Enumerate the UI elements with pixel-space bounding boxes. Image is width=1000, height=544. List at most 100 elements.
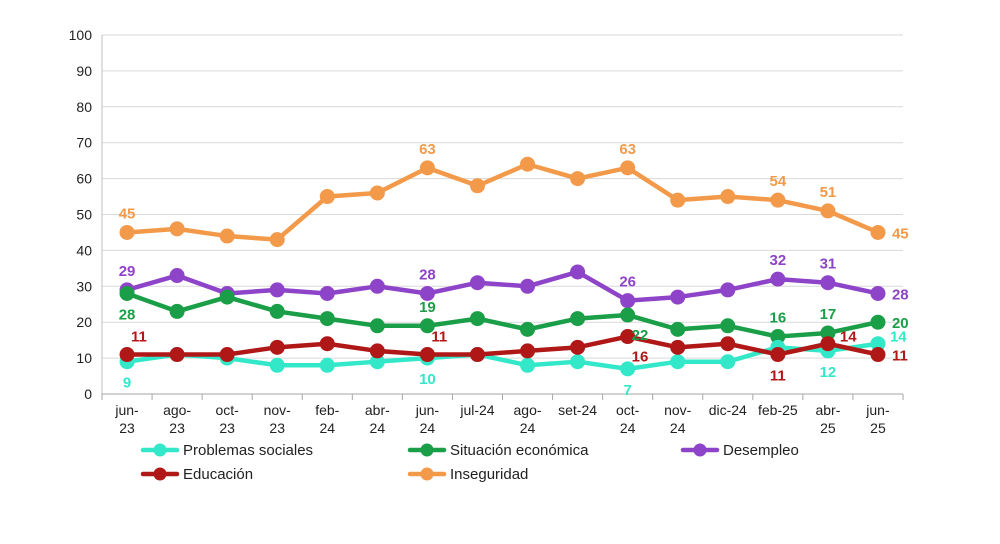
data-label-educacion: 11 <box>892 348 908 365</box>
data-point-educacion <box>820 336 836 352</box>
data-point-problemas-sociales <box>269 357 285 373</box>
x-tick-label: dic-24 <box>709 402 747 418</box>
data-point-inseguridad <box>620 160 636 176</box>
data-label-desempleo: 31 <box>820 256 837 273</box>
y-tick-label: 30 <box>76 278 92 294</box>
data-label-problemas-sociales: 12 <box>820 364 837 381</box>
y-tick-label: 60 <box>76 171 92 187</box>
y-tick-label: 80 <box>76 99 92 115</box>
data-point-inseguridad <box>570 171 586 187</box>
x-tick-label-line2: 25 <box>870 420 886 436</box>
x-tick-label-line2: 25 <box>820 420 836 436</box>
y-tick-label: 10 <box>76 350 92 366</box>
y-tick-label: 90 <box>76 63 92 79</box>
data-label-educacion: 11 <box>131 329 147 346</box>
data-label-educacion: 16 <box>632 349 649 366</box>
data-point-inseguridad <box>770 192 786 208</box>
data-point-situacion-economica <box>570 311 586 327</box>
y-tick-label: 70 <box>76 135 92 151</box>
data-point-desempleo <box>169 268 185 284</box>
data-point-situacion-economica <box>119 285 135 301</box>
x-tick-label-line2: 24 <box>670 420 686 436</box>
data-point-educacion <box>369 343 385 359</box>
legend-marker-problemas-sociales <box>153 443 167 457</box>
data-point-inseguridad <box>369 185 385 201</box>
data-point-situacion-economica <box>670 321 686 337</box>
data-point-desempleo <box>319 285 335 301</box>
data-point-situacion-economica <box>319 311 335 327</box>
legend-marker-situacion-economica <box>420 443 434 457</box>
data-point-desempleo <box>820 275 836 291</box>
data-point-inseguridad <box>169 221 185 237</box>
data-label-inseguridad: 51 <box>820 184 837 201</box>
data-label-inseguridad: 63 <box>619 141 636 158</box>
data-point-situacion-economica <box>219 289 235 305</box>
y-tick-label: 0 <box>84 386 92 402</box>
data-label-inseguridad: 63 <box>419 141 436 158</box>
data-point-educacion <box>870 347 886 363</box>
data-point-situacion-economica <box>770 329 786 345</box>
series-line-desempleo <box>124 269 881 303</box>
data-point-educacion <box>469 347 485 363</box>
data-point-inseguridad <box>520 156 536 172</box>
legend-label-situacion-economica: Situación económica <box>450 442 589 459</box>
data-label-situacion-economica: 20 <box>892 315 909 332</box>
data-point-desempleo <box>520 278 536 294</box>
data-point-situacion-economica <box>720 318 736 334</box>
data-label-educacion: 14 <box>840 329 857 346</box>
data-point-educacion <box>269 339 285 355</box>
x-tick-label-line2: 23 <box>219 420 235 436</box>
y-tick-label: 20 <box>76 314 92 330</box>
data-point-problemas-sociales <box>319 357 335 373</box>
data-point-situacion-economica <box>369 318 385 334</box>
x-tick-label: jun- <box>865 402 890 418</box>
x-tick-label: set-24 <box>558 402 597 418</box>
data-point-educacion <box>119 347 135 363</box>
data-label-problemas-sociales: 14 <box>890 329 907 346</box>
data-point-educacion <box>520 343 536 359</box>
data-point-educacion <box>319 336 335 352</box>
data-label-situacion-economica: 17 <box>820 306 837 323</box>
data-label-educacion: 11 <box>770 368 786 385</box>
x-tick-label: feb-25 <box>758 402 798 418</box>
data-point-desempleo <box>570 264 586 280</box>
x-tick-label-line2: 24 <box>620 420 636 436</box>
x-tick-label-line2: 23 <box>269 420 285 436</box>
x-tick-label-line2: 23 <box>119 420 135 436</box>
data-label-inseguridad: 54 <box>770 173 787 190</box>
data-point-educacion <box>620 329 636 345</box>
data-label-situacion-economica: 28 <box>119 306 136 323</box>
data-label-inseguridad: 45 <box>119 205 136 222</box>
data-point-desempleo <box>419 285 435 301</box>
x-tick-label: jun- <box>415 402 440 418</box>
data-point-inseguridad <box>720 189 736 205</box>
data-label-desempleo: 28 <box>419 266 436 283</box>
data-point-desempleo <box>269 282 285 298</box>
data-point-desempleo <box>720 282 736 298</box>
x-tick-label: oct- <box>616 402 640 418</box>
data-point-problemas-sociales <box>620 361 636 377</box>
data-label-desempleo: 32 <box>770 252 787 269</box>
x-tick-label: jul-24 <box>459 402 494 418</box>
data-point-problemas-sociales <box>870 336 886 352</box>
x-tick-label-line2: 24 <box>520 420 536 436</box>
data-point-educacion <box>670 339 686 355</box>
data-point-problemas-sociales <box>520 357 536 373</box>
data-point-inseguridad <box>419 160 435 176</box>
data-point-desempleo <box>620 293 636 309</box>
data-point-desempleo <box>670 289 686 305</box>
data-point-desempleo <box>469 275 485 291</box>
data-point-desempleo <box>770 271 786 287</box>
data-label-problemas-sociales: 10 <box>419 371 436 388</box>
x-tick-label: nov- <box>264 402 292 418</box>
data-point-situacion-economica <box>870 314 886 330</box>
series-line-situacion-economica <box>124 291 881 339</box>
data-point-inseguridad <box>219 228 235 244</box>
series-line-problemas-sociales <box>124 341 881 372</box>
data-point-problemas-sociales <box>570 354 586 370</box>
data-point-situacion-economica <box>469 311 485 327</box>
y-tick-label: 100 <box>69 27 93 43</box>
x-tick-label: ago- <box>163 402 191 418</box>
